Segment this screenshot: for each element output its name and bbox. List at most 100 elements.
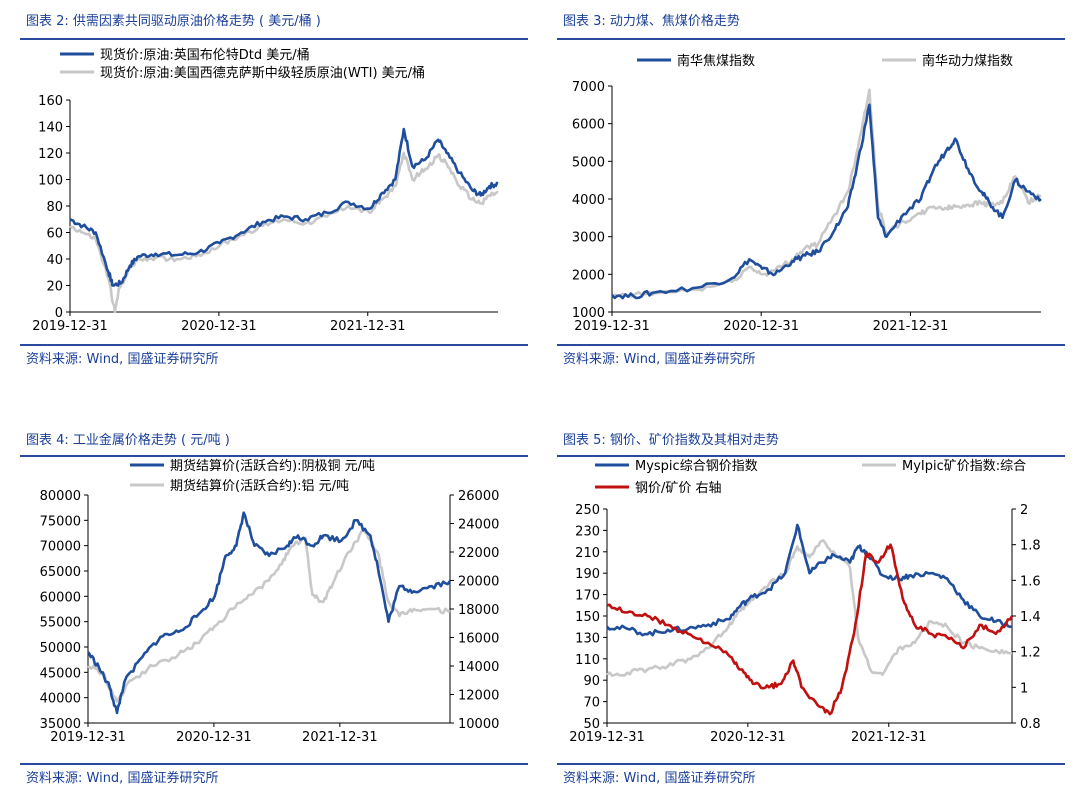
y2-tick-label: 24000 <box>458 518 499 533</box>
y-tick-label: 40000 <box>40 692 81 707</box>
y-tick-label: 1000 <box>572 306 605 321</box>
y2-tick-label: 14000 <box>458 660 499 675</box>
x-tick-label: 2021-12-31 <box>851 730 927 745</box>
legend-label: 钢价/矿价 右轴 <box>635 481 722 496</box>
legend-label: 现货价:原油:美国西德克萨斯中级轻质原油(WTI) 美元/桶 <box>100 65 425 81</box>
y2-tick-label: 20000 <box>458 575 499 590</box>
chart-source: 资料来源: Wind, 国盛证券研究所 <box>563 771 756 786</box>
y-tick-label: 80 <box>46 200 63 215</box>
y-tick-label: 6000 <box>572 118 605 133</box>
series-line-0 <box>69 127 499 287</box>
title-divider <box>20 455 528 457</box>
y2-tick-label: 10000 <box>458 717 499 732</box>
series-line-0 <box>611 103 1042 300</box>
source-divider <box>20 344 528 346</box>
y-tick-label: 70000 <box>40 540 81 555</box>
y-tick-label: 20 <box>46 280 63 295</box>
x-tick-label: 2021-12-31 <box>330 319 406 334</box>
y-tick-label: 7000 <box>572 80 605 95</box>
series-line-0 <box>606 523 1012 637</box>
source-divider <box>557 344 1065 346</box>
y2-tick-label: 2 <box>1020 503 1028 518</box>
chart-title: 图表 4: 工业金属价格走势 ( 元/吨 ) <box>26 433 230 448</box>
x-tick-label: 2021-12-31 <box>873 319 949 334</box>
y-tick-label: 60 <box>46 227 63 242</box>
series-line-1 <box>606 539 1013 677</box>
y-tick-label: 100 <box>38 174 63 189</box>
y-tick-label: 140 <box>38 121 63 136</box>
x-tick-label: 2021-12-31 <box>302 730 378 745</box>
y-tick-label: 65000 <box>40 565 81 580</box>
chart-svg: 1000 2000 3000 4000 5000 6000 7000 2019-12-31 20… <box>572 53 1042 334</box>
chart-panel-coal: 图表 3: 动力煤、焦煤价格走势 1000 2000 3000 4000 5000 600… <box>557 6 1065 370</box>
x-tick-label: 2020-12-31 <box>723 319 799 334</box>
legend-label: 南华焦煤指数 <box>677 53 755 69</box>
y-tick-label: 3000 <box>572 231 605 246</box>
y2-tick-label: 22000 <box>458 546 499 561</box>
y-tick-label: 250 <box>575 503 600 518</box>
source-divider <box>20 763 528 765</box>
chart-source: 资料来源: Wind, 国盛证券研究所 <box>563 352 756 367</box>
legend-label: 期货结算价(活跃合约):铝 元/吨 <box>170 478 349 494</box>
x-tick-label: 2019-12-31 <box>574 319 650 334</box>
series-line-0 <box>86 511 452 715</box>
chart-svg: 50 70 90 110 130 150 170 190 210 230 250 0.8 1 1.2 1.4… <box>569 459 1041 745</box>
y-tick-label: 40 <box>46 253 63 268</box>
title-divider <box>557 38 1065 40</box>
legend-label: Myspic综合钢价指数 <box>635 459 758 474</box>
chart-source: 资料来源: Wind, 国盛证券研究所 <box>26 352 219 367</box>
y2-tick-label: 12000 <box>458 689 499 704</box>
series-line-1 <box>87 529 451 703</box>
y-tick-label: 35000 <box>40 717 81 732</box>
y-tick-label: 55000 <box>40 616 81 631</box>
y2-tick-label: 1.4 <box>1020 610 1041 625</box>
source-divider <box>557 763 1065 765</box>
chart-title: 图表 3: 动力煤、焦煤价格走势 <box>563 14 740 29</box>
y-tick-label: 5000 <box>572 155 605 170</box>
legend-label: MyIpic矿价指数:综合 <box>902 459 1026 474</box>
y2-tick-label: 18000 <box>458 603 499 618</box>
y-tick-label: 210 <box>575 546 600 561</box>
series-line-1 <box>611 88 1042 298</box>
x-tick-label: 2020-12-31 <box>181 319 257 334</box>
x-tick-label: 2019-12-31 <box>50 730 126 745</box>
chart-panel-crude-oil: 图表 2: 供需因素共同驱动原油价格走势 ( 美元/桶 ) 0 20 40 60 80 1… <box>20 6 528 370</box>
y-tick-label: 90 <box>583 674 600 689</box>
y-tick-label: 130 <box>575 631 600 646</box>
y-tick-label: 4000 <box>572 193 605 208</box>
title-divider <box>20 38 528 40</box>
y-tick-label: 75000 <box>40 514 81 529</box>
y-tick-label: 170 <box>575 589 600 604</box>
y2-tick-label: 1 <box>1020 681 1028 696</box>
chart-title: 图表 2: 供需因素共同驱动原油价格走势 ( 美元/桶 ) <box>26 14 321 29</box>
y2-tick-label: 16000 <box>458 632 499 647</box>
chart-source: 资料来源: Wind, 国盛证券研究所 <box>26 771 219 786</box>
y-tick-label: 2000 <box>572 268 605 283</box>
y2-tick-label: 1.8 <box>1020 539 1041 554</box>
y-tick-label: 0 <box>55 306 63 321</box>
y-tick-label: 70 <box>583 696 600 711</box>
chart-title: 图表 5: 钢价、矿价指数及其相对走势 <box>563 433 779 448</box>
y-tick-label: 150 <box>575 610 600 625</box>
title-divider <box>557 455 1065 457</box>
chart-svg: 0 20 40 60 80 100 120 140 160 2019-12-31 2020-12-3… <box>32 47 499 334</box>
chart-svg: 35000 40000 45000 50000 55000 60000 65000 70000… <box>40 458 500 745</box>
legend-label: 期货结算价(活跃合约):阴极铜 元/吨 <box>170 458 375 474</box>
y2-tick-label: 0.8 <box>1020 717 1041 732</box>
y-tick-label: 190 <box>575 567 600 582</box>
x-tick-label: 2019-12-31 <box>32 319 108 334</box>
y-tick-label: 45000 <box>40 666 81 681</box>
y-tick-label: 110 <box>575 653 600 668</box>
series-line-2 <box>606 543 1014 716</box>
x-tick-label: 2020-12-31 <box>176 730 252 745</box>
chart-panel-steel-ore: 图表 5: 钢价、矿价指数及其相对走势 50 70 90 110 130 150 170 19… <box>557 425 1065 789</box>
y-tick-label: 60000 <box>40 590 81 605</box>
x-tick-label: 2019-12-31 <box>569 730 645 745</box>
y-tick-label: 50 <box>583 717 600 732</box>
y-tick-label: 120 <box>38 147 63 162</box>
y-tick-label: 50000 <box>40 641 81 656</box>
legend-label: 现货价:原油:英国布伦特Dtd 美元/桶 <box>100 47 310 63</box>
y-tick-label: 80000 <box>40 489 81 504</box>
y2-tick-label: 1.6 <box>1020 574 1041 589</box>
series-line-1 <box>69 151 499 314</box>
